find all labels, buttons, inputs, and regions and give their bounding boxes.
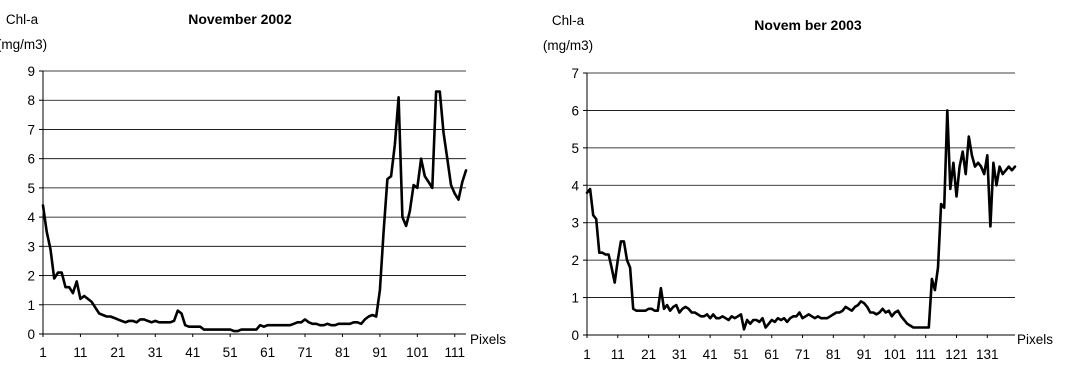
y-axis-unit: (mg/m3) [543, 38, 593, 53]
x-tick-label: 101 [884, 347, 907, 362]
chart-panel-nov-2002: November 2002 Chl-a (mg/m3) 0 1 2 3 4 5 6 7 8 9 1 11 21… [0, 11, 506, 360]
x-tick-label: 31 [672, 347, 687, 362]
y-axis-label: Chl-a [552, 13, 585, 28]
x-tick-label: 131 [976, 347, 999, 362]
y-tick-label: 6 [27, 152, 35, 167]
y-tick-label: 6 [571, 103, 579, 118]
x-axis-label: Pixels [1017, 332, 1053, 347]
x-tick-label: 41 [185, 345, 200, 360]
x-tick-label: 81 [826, 347, 841, 362]
y-axis-label: Chl-a [6, 12, 39, 27]
x-tick-label: 111 [445, 345, 466, 360]
x-tick-label: 101 [406, 345, 429, 360]
y-tick-label: 2 [571, 253, 579, 268]
y-tick-label: 0 [571, 328, 579, 343]
x-tick-label: 91 [857, 347, 872, 362]
y-tick-label: 3 [571, 216, 579, 231]
x-tick-label: 81 [335, 345, 350, 360]
y-tick-label: 4 [27, 210, 35, 225]
x-tick-label: 91 [372, 345, 387, 360]
x-tick-label: 21 [110, 345, 125, 360]
y-tick-label: 8 [27, 93, 35, 108]
y-tick-label: 7 [27, 122, 35, 137]
y-tick-label: 9 [27, 64, 35, 79]
x-tick-label: 1 [39, 345, 47, 360]
y-tick-label: 2 [27, 269, 35, 284]
y-tick-label: 4 [571, 178, 579, 193]
x-tick-label: 11 [611, 347, 625, 362]
x-tick-label: 1 [583, 347, 591, 362]
x-tick-label: 41 [703, 347, 718, 362]
y-axis-unit: (mg/m3) [0, 37, 47, 52]
series-line [585, 109, 1017, 331]
x-tick-label: 61 [764, 347, 779, 362]
chart-title: Novem ber 2003 [754, 17, 862, 33]
y-tick-label: 5 [27, 181, 35, 196]
x-tick-label: 111 [915, 347, 936, 362]
x-tick-label: 31 [148, 345, 163, 360]
x-tick-label: 71 [795, 347, 810, 362]
chart-panel-nov-2003: Novem ber 2003 Chl-a (mg/m3) 0 1 2 3 4 5 6 7 1 11 21 3… [533, 0, 1066, 371]
x-tick-label: 121 [945, 347, 968, 362]
y-tick-label: 3 [27, 239, 35, 254]
x-tick-label: 61 [260, 345, 275, 360]
x-tick-label: 71 [298, 345, 313, 360]
chart-title: November 2002 [188, 11, 292, 27]
y-tick-label: 0 [27, 327, 35, 342]
series-line [41, 90, 468, 333]
x-tick-label: 51 [733, 347, 748, 362]
x-tick-label: 51 [223, 345, 238, 360]
y-tick-label: 1 [571, 291, 579, 306]
x-axis-label: Pixels [470, 332, 506, 347]
y-tick-label: 1 [27, 298, 35, 313]
x-tick-label: 11 [73, 345, 87, 360]
x-tick-label: 21 [641, 347, 656, 362]
y-tick-label: 5 [571, 141, 579, 156]
y-tick-label: 7 [571, 66, 579, 81]
